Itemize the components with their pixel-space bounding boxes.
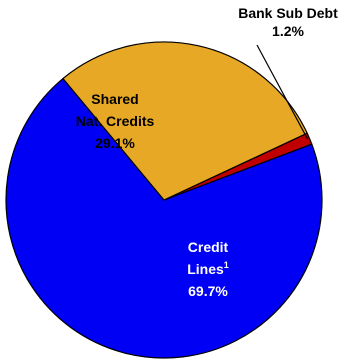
slice-label-bank-sub-debt: Bank Sub Debt 1.2%: [238, 5, 338, 39]
slice-value-label: 29.1%: [95, 135, 135, 151]
pie-slice-credit-lines: [5, 77, 323, 359]
slice-value-label: 69.7%: [188, 283, 228, 299]
slice-label-credit-lines: Credit Lines1 69.7%: [187, 239, 229, 299]
leader-line-bank-sub-debt: [256, 44, 309, 140]
leader-lines: [256, 44, 309, 140]
slice-labels: Bank Sub Debt 1.2% Credit Lines1 69.7% Shared…: [76, 5, 338, 299]
slice-value-label: 1.2%: [272, 23, 304, 39]
slice-label-line: Credit: [188, 239, 229, 255]
slice-label-line: Lines1: [187, 260, 229, 277]
pie-slices: [5, 41, 323, 359]
slice-label-footnote-marker: 1: [224, 260, 229, 270]
slice-label-line: Nat. Credits: [76, 113, 155, 129]
slice-label-shared-nat-credits: Shared Nat. Credits 29.1%: [76, 91, 155, 151]
slice-label-line: Bank Sub Debt: [238, 5, 338, 21]
slice-label-line: Shared: [91, 91, 138, 107]
